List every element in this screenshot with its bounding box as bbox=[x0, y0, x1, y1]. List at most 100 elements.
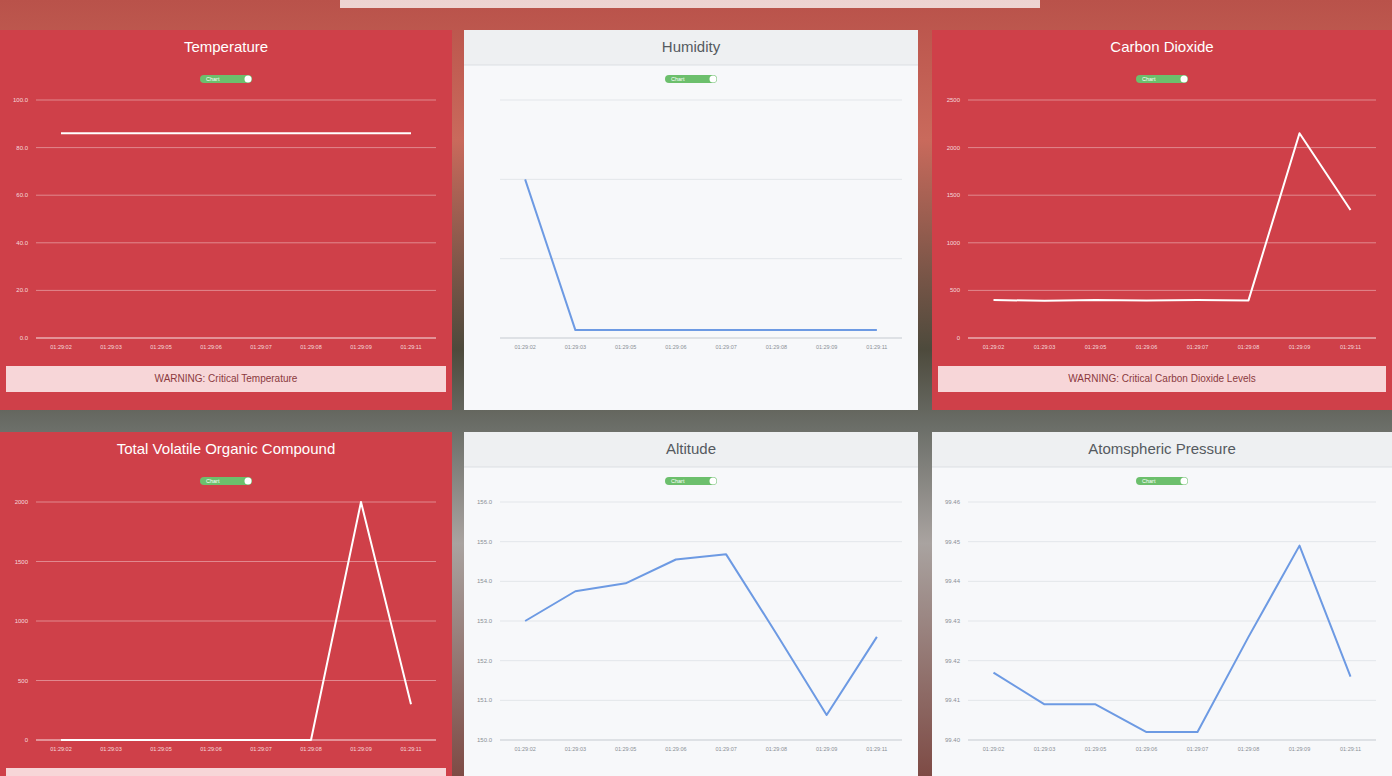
x-tick-label: 01:29:03 bbox=[100, 746, 121, 752]
y-tick-label: 152.0 bbox=[477, 658, 493, 664]
panel-title: Temperature bbox=[184, 38, 268, 55]
x-tick-label: 01:29:06 bbox=[1136, 344, 1157, 350]
y-tick-label: 500 bbox=[18, 678, 29, 684]
data-line bbox=[525, 554, 877, 715]
y-tick-label: 60.0 bbox=[16, 192, 28, 198]
x-tick-label: 01:29:05 bbox=[1085, 344, 1106, 350]
x-tick-label: 01:29:03 bbox=[1034, 344, 1055, 350]
x-tick-label: 01:29:02 bbox=[514, 746, 535, 752]
x-tick-label: 01:29:09 bbox=[350, 344, 371, 350]
x-tick-label: 01:29:08 bbox=[1238, 344, 1259, 350]
y-tick-label: 1500 bbox=[15, 559, 29, 565]
panel-header bbox=[464, 432, 918, 467]
x-tick-label: 01:29:11 bbox=[866, 344, 887, 350]
x-tick-label: 01:29:03 bbox=[1034, 746, 1055, 752]
y-tick-label: 1000 bbox=[947, 240, 961, 246]
chart-toggle[interactable]: Chart bbox=[200, 75, 252, 83]
grid-line bbox=[968, 502, 1376, 503]
y-tick-label: 80.0 bbox=[16, 145, 28, 151]
toggle-knob bbox=[1181, 478, 1188, 485]
chart-toggle[interactable]: Chart bbox=[665, 75, 717, 83]
grid-line bbox=[968, 195, 1376, 196]
x-tick-label: 01:29:05 bbox=[1085, 746, 1106, 752]
grid-line bbox=[500, 100, 902, 101]
toggle-knob bbox=[1181, 76, 1188, 83]
data-line bbox=[61, 132, 411, 134]
plot-area bbox=[525, 179, 877, 330]
x-tick-label: 01:29:02 bbox=[50, 344, 71, 350]
x-tick-label: 01:29:09 bbox=[816, 746, 837, 752]
panel-title: Altitude bbox=[666, 440, 716, 457]
x-tick-label: 01:29:08 bbox=[300, 746, 321, 752]
x-tick-label: 01:29:08 bbox=[1238, 746, 1259, 752]
plot-area bbox=[525, 554, 877, 715]
y-tick-label: 0 bbox=[25, 737, 29, 743]
grid-line bbox=[500, 660, 902, 661]
panel-title: Atomspheric Pressure bbox=[1088, 440, 1236, 457]
panel-background bbox=[932, 432, 1392, 776]
grid-line bbox=[500, 541, 902, 542]
x-tick-label: 01:29:06 bbox=[200, 344, 221, 350]
grid-line bbox=[968, 660, 1376, 661]
x-tick-label: 01:29:11 bbox=[400, 344, 421, 350]
y-tick-label: 156.0 bbox=[477, 499, 493, 505]
y-tick-label: 1000 bbox=[15, 618, 29, 624]
grid-line bbox=[36, 502, 436, 503]
x-tick-label: 01:29:07 bbox=[715, 344, 736, 350]
grid-line bbox=[36, 242, 436, 243]
x-axis bbox=[968, 338, 1376, 339]
y-tick-label: 153.0 bbox=[477, 618, 493, 624]
panel-background bbox=[932, 30, 1392, 410]
x-tick-label: 01:29:07 bbox=[1187, 746, 1208, 752]
chart-toggle[interactable]: Chart bbox=[1136, 75, 1188, 83]
top-bar bbox=[340, 0, 1040, 8]
x-tick-label: 01:29:09 bbox=[1289, 344, 1310, 350]
x-tick-label: 01:29:08 bbox=[766, 344, 787, 350]
panel-background bbox=[0, 30, 452, 410]
grid-line bbox=[500, 621, 902, 622]
warning-bar bbox=[6, 768, 446, 776]
y-tick-label: 99.41 bbox=[945, 697, 961, 703]
chart-toggle[interactable]: Chart bbox=[665, 477, 717, 485]
x-axis bbox=[500, 338, 902, 339]
x-tick-label: 01:29:11 bbox=[400, 746, 421, 752]
warning-bar bbox=[6, 366, 446, 392]
y-tick-label: 155.0 bbox=[477, 539, 493, 545]
x-tick-label: 01:29:06 bbox=[200, 746, 221, 752]
x-tick-label: 01:29:06 bbox=[665, 344, 686, 350]
panel-title: Humidity bbox=[662, 38, 721, 55]
x-tick-label: 01:29:05 bbox=[615, 746, 636, 752]
x-tick-label: 01:29:05 bbox=[150, 344, 171, 350]
x-tick-label: 01:29:07 bbox=[1187, 344, 1208, 350]
x-tick-label: 01:29:09 bbox=[350, 746, 371, 752]
x-axis bbox=[500, 740, 902, 741]
panel-title: Carbon Dioxide bbox=[1110, 38, 1213, 55]
y-tick-label: 0.0 bbox=[20, 335, 29, 341]
x-tick-label: 01:29:11 bbox=[866, 746, 887, 752]
grid-line bbox=[968, 290, 1376, 291]
x-tick-label: 01:29:06 bbox=[1136, 746, 1157, 752]
toggle-track bbox=[200, 75, 252, 83]
panel-title: Total Volatile Organic Compound bbox=[117, 440, 335, 457]
grid-line bbox=[36, 290, 436, 291]
y-tick-label: 100.0 bbox=[13, 97, 29, 103]
data-line bbox=[525, 179, 877, 330]
x-axis bbox=[36, 338, 436, 339]
dashboard: TemperatureChart0.020.040.060.080.0100.0… bbox=[0, 0, 1392, 776]
chart-toggle[interactable]: Chart bbox=[1136, 477, 1188, 485]
x-tick-label: 01:29:02 bbox=[983, 746, 1004, 752]
y-tick-label: 500 bbox=[950, 287, 961, 293]
x-tick-label: 01:29:06 bbox=[665, 746, 686, 752]
x-tick-label: 01:29:05 bbox=[615, 344, 636, 350]
grid-line bbox=[36, 338, 436, 339]
grid-line bbox=[968, 700, 1376, 701]
grid-line bbox=[500, 258, 902, 259]
y-tick-label: 151.0 bbox=[477, 697, 493, 703]
grid-line bbox=[500, 740, 902, 741]
toggle-label: Chart bbox=[206, 478, 220, 484]
y-tick-label: 99.46 bbox=[945, 499, 961, 505]
grid-line bbox=[968, 100, 1376, 101]
grid-line bbox=[500, 338, 902, 339]
chart-toggle[interactable]: Chart bbox=[200, 477, 252, 485]
x-tick-label: 01:29:07 bbox=[715, 746, 736, 752]
